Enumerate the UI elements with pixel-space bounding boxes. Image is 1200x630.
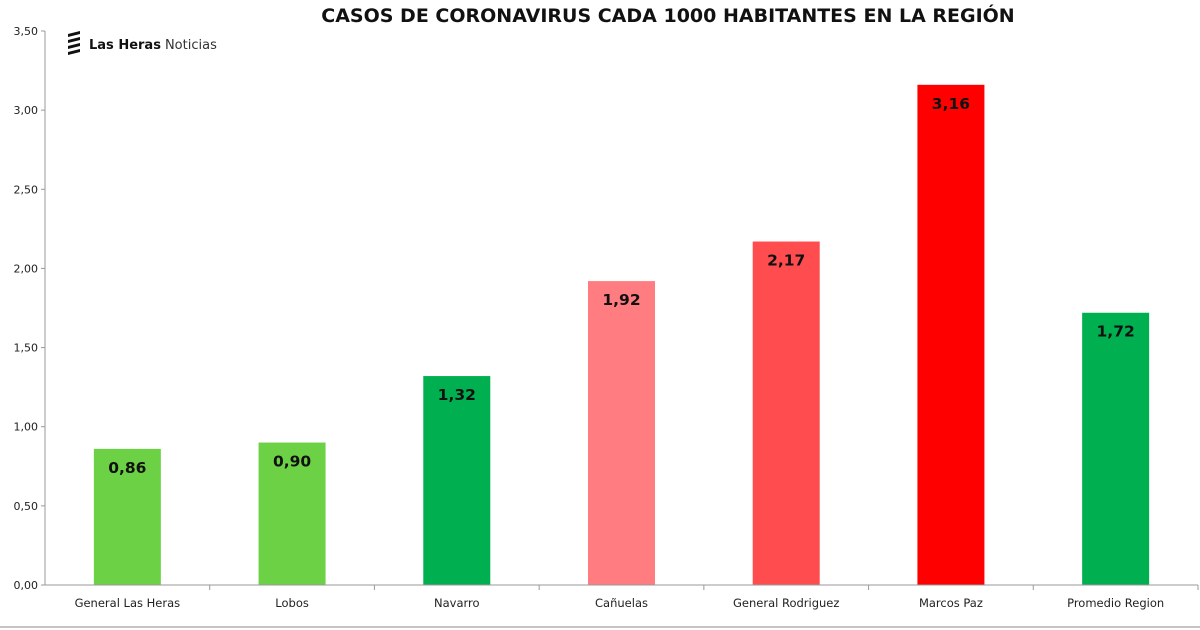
y-tick-label: 1,00 — [14, 421, 39, 434]
chart-title: CASOS DE CORONAVIRUS CADA 1000 HABITANTE… — [321, 3, 1014, 27]
data-label: 1,72 — [1097, 323, 1135, 341]
category-label: Navarro — [434, 596, 480, 610]
y-axis: 0,00 0,50 1,00 1,50 2,00 2,50 3,00 3,50 — [14, 25, 46, 592]
x-axis: General Las Heras Lobos Navarro Cañuelas Gen… — [45, 584, 1199, 610]
brand-name-light: Noticias — [165, 38, 217, 53]
category-label: Lobos — [275, 596, 309, 610]
y-tick-label: 1,50 — [14, 342, 39, 355]
logo-icon — [68, 31, 80, 55]
y-tick-label: 2,00 — [14, 262, 39, 275]
category-label: Promedio Region — [1067, 596, 1164, 610]
bar — [917, 84, 985, 586]
brand-name-bold: Las Heras — [89, 38, 161, 53]
category-label: Marcos Paz — [919, 596, 983, 610]
bar — [258, 442, 326, 585]
category-label: Cañuelas — [595, 596, 648, 610]
brand-name: Las Heras Noticias — [89, 38, 217, 53]
y-tick-label: 0,00 — [14, 579, 39, 592]
bar — [93, 448, 161, 585]
data-label: 2,17 — [767, 252, 805, 270]
data-label: 3,16 — [932, 95, 970, 113]
data-label: 1,92 — [602, 291, 640, 309]
y-tick-label: 3,00 — [14, 104, 39, 117]
category-label: General Las Heras — [75, 596, 181, 610]
bar — [1082, 312, 1150, 585]
y-tick-label: 3,50 — [14, 25, 39, 38]
brand-logo: Las Heras Noticias — [68, 31, 217, 55]
data-label: 1,32 — [438, 386, 476, 404]
bar — [752, 241, 820, 585]
bar — [423, 376, 491, 585]
bars: 0,86 0,90 1,32 1,92 2,17 3,16 1,72 — [93, 84, 1150, 586]
category-label: General Rodriguez — [733, 596, 839, 610]
y-tick-label: 0,50 — [14, 500, 39, 513]
y-tick-label: 2,50 — [14, 183, 39, 196]
bar — [588, 281, 655, 585]
data-label: 0,90 — [273, 453, 311, 471]
data-label: 0,86 — [108, 459, 146, 477]
